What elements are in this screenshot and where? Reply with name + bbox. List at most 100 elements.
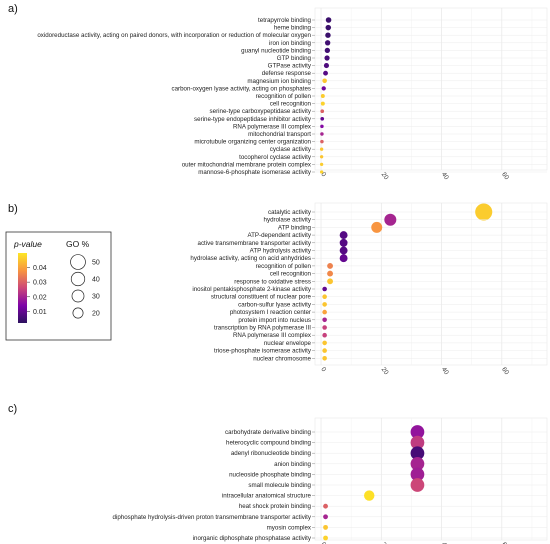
data-point: [322, 332, 327, 338]
term-label: recognition of pollen: [256, 93, 312, 100]
data-point: [323, 514, 328, 520]
data-point: [339, 231, 348, 240]
data-point: [319, 155, 324, 159]
pvalue-tick-label: 0.01: [33, 309, 47, 316]
pvalue-legend-title: p-value: [13, 239, 42, 249]
data-point: [410, 435, 425, 450]
term-label: response to oxidative stress: [234, 278, 311, 285]
data-point: [364, 490, 375, 501]
term-label: ATP binding: [278, 224, 312, 231]
data-point: [324, 40, 331, 46]
term-label: microtubule organizing center organizati…: [194, 139, 311, 146]
data-point: [322, 309, 327, 315]
term-label: nuclear chromosome: [253, 355, 311, 362]
data-point: [319, 162, 324, 167]
x-tick-label: 40: [440, 366, 450, 376]
data-point: [322, 348, 327, 353]
data-point: [322, 340, 327, 346]
term-label: cell recognition: [270, 101, 312, 108]
term-label: hydrolase activity: [264, 217, 312, 224]
plot-area: [314, 202, 548, 366]
data-point: [410, 446, 425, 461]
term-label: hydrolase activity, acting on acid anhyd…: [190, 255, 311, 262]
term-label: ATP hydrolysis activity: [250, 248, 312, 255]
data-point: [320, 101, 325, 106]
term-label: guanyl nucleotide binding: [241, 47, 311, 54]
panel-letter: a): [8, 3, 18, 15]
term-label: heat shock protein binding: [239, 503, 312, 510]
data-point: [339, 254, 348, 263]
term-label: adenyl ribonucleotide binding: [231, 450, 312, 457]
legend: p-value 0.04 0.03 0.02 0.01 GO % 50 40 30 20: [5, 231, 112, 341]
term-label: heme binding: [274, 25, 312, 32]
pvalue-colorbar: [18, 253, 27, 323]
data-point: [319, 147, 324, 151]
data-point: [322, 286, 327, 292]
term-label: intracellular anatomical structure: [222, 493, 312, 500]
term-label: nuclear envelope: [264, 340, 312, 347]
term-label: magnesium ion binding: [247, 78, 311, 85]
data-point: [325, 32, 331, 38]
term-label: anion binding: [274, 461, 311, 468]
data-point: [322, 302, 327, 307]
data-point: [320, 124, 324, 129]
x-tick-label: 40: [440, 171, 450, 181]
data-point: [322, 317, 327, 323]
term-label: carbohydrate derivative binding: [225, 429, 312, 436]
data-point: [320, 109, 325, 114]
term-label: heterocyclic compound binding: [226, 440, 312, 447]
data-point: [339, 238, 348, 247]
term-label: triose-phosphate isomerase activity: [214, 348, 312, 355]
x-tick-label: 0: [319, 171, 327, 178]
pvalue-tick-label: 0.04: [33, 265, 47, 272]
term-label: GTPase activity: [268, 63, 312, 70]
go-size-legend: 50 40 30 20: [70, 254, 100, 319]
term-label: nucleoside phosphate binding: [229, 471, 311, 478]
data-point: [410, 425, 425, 439]
data-point: [327, 262, 333, 269]
data-point: [384, 213, 397, 226]
term-label: protein import into nucleus: [238, 317, 311, 324]
data-point: [410, 456, 425, 471]
panel-letter: b): [8, 203, 18, 215]
data-point: [323, 63, 329, 69]
data-point: [322, 78, 327, 84]
go-size-label: 40: [92, 277, 100, 284]
data-point: [320, 94, 325, 98]
data-point: [327, 278, 333, 285]
term-label: photosystem I reaction center: [230, 309, 311, 316]
data-point: [320, 139, 324, 144]
plot-area: [314, 7, 548, 171]
go-size-label: 30: [92, 294, 100, 301]
panel-c: c) 0 20 40 60 carbohydrate derivative binding…: [8, 403, 548, 544]
term-label: RNA polymerase III complex: [233, 332, 312, 339]
data-point: [323, 70, 328, 76]
data-point: [410, 478, 425, 492]
go-size-circle: [70, 271, 86, 287]
data-point: [322, 356, 327, 361]
data-point: [322, 294, 327, 299]
term-label: inositol pentakisphosphate 2-kinase acti…: [192, 286, 312, 293]
x-tick-label: 0: [319, 366, 327, 373]
term-label: GTP binding: [277, 55, 312, 62]
x-tick-label: 20: [380, 366, 390, 376]
pvalue-ticks: 0.04 0.03 0.02 0.01: [27, 265, 47, 316]
go-legend-title: GO %: [66, 239, 90, 249]
x-tick-label: 20: [380, 171, 390, 181]
term-label: oxidoreductase activity, acting on paire…: [37, 32, 311, 39]
data-point: [319, 170, 324, 174]
term-label: diphosphate hydrolysis-driven proton tra…: [113, 514, 312, 521]
term-label: inorganic diphosphate phosphatase activi…: [193, 535, 312, 542]
go-size-label: 20: [92, 311, 100, 318]
term-label: serine-type endopeptidase inhibitor acti…: [194, 116, 312, 123]
data-point: [475, 203, 493, 221]
term-label: recognition of pollen: [256, 263, 312, 270]
term-label: small molecule binding: [248, 482, 311, 489]
x-tick-label: 0: [319, 541, 327, 544]
term-label: serine-type carboxypeptidase activity: [210, 108, 312, 115]
term-label: cell recognition: [270, 271, 312, 278]
term-label: tetrapyrrole binding: [258, 17, 312, 24]
